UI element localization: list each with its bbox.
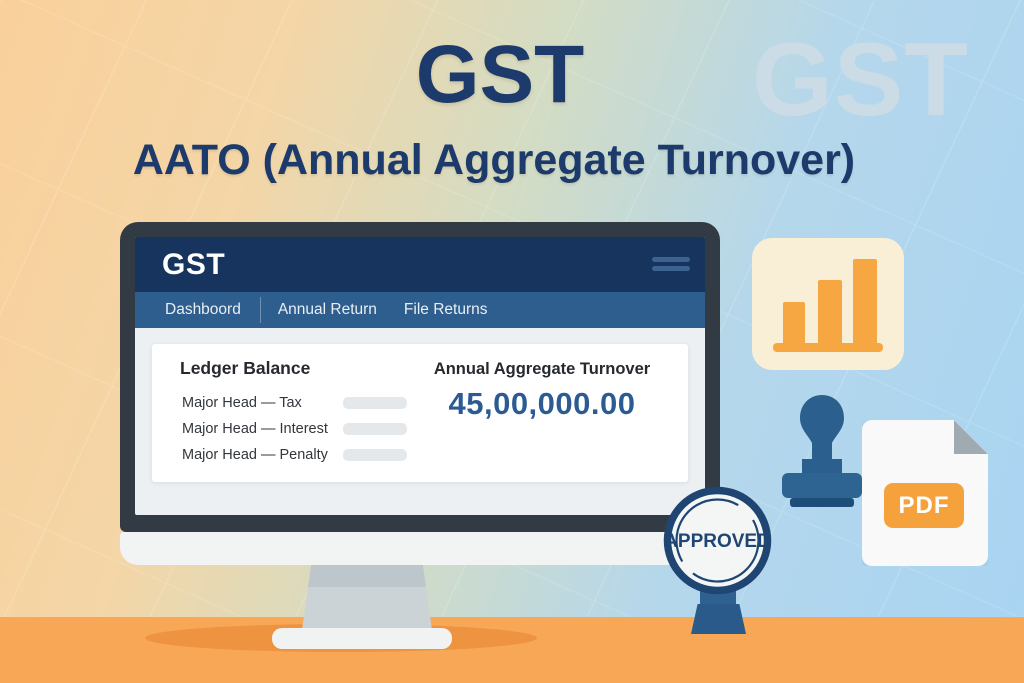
nav-item-file-returns[interactable]: File Returns bbox=[403, 301, 488, 318]
ledger-balance-title: Ledger Balance bbox=[180, 358, 311, 378]
hamburger-bar bbox=[652, 266, 690, 271]
ledger-value-placeholder bbox=[343, 423, 407, 435]
page-subtitle: AATO (Annual Aggregate Turnover) bbox=[132, 136, 856, 184]
ledger-value-placeholder bbox=[343, 397, 407, 409]
hamburger-bar bbox=[652, 257, 690, 262]
ledger-row-penalty-label: Major Head — Penalty bbox=[182, 447, 328, 463]
monitor-stand-neck-shade bbox=[302, 565, 432, 587]
approved-seal-outer-ring bbox=[663, 486, 772, 595]
approved-seal-label: APPROVED bbox=[664, 531, 771, 552]
chart-bar-small bbox=[783, 302, 805, 343]
nav-divider bbox=[259, 297, 261, 323]
page-title: GST bbox=[415, 29, 585, 120]
ledger-row-interest-label: Major Head — Interest bbox=[182, 421, 328, 437]
app-nav-bar: Dashboord Annual Return File Returns bbox=[135, 292, 705, 328]
stamp-base bbox=[782, 473, 862, 498]
chart-bar-tall bbox=[853, 259, 877, 343]
approved-seal-foot bbox=[691, 604, 746, 634]
pdf-file-icon: PDF bbox=[862, 420, 988, 566]
monitor-stand-neck bbox=[302, 565, 432, 630]
pdf-folded-corner bbox=[954, 420, 988, 454]
rubber-stamp-icon bbox=[782, 395, 862, 507]
nav-item-dashboard[interactable]: Dashboord bbox=[165, 301, 241, 318]
aato-block: Annual Aggregate Turnover 45,00,000.00 bbox=[402, 360, 682, 422]
floor bbox=[0, 617, 1024, 683]
dashboard-card: Ledger Balance Major Head — Tax Major He… bbox=[152, 344, 688, 482]
monitor-chin bbox=[120, 532, 720, 565]
pdf-badge: PDF bbox=[884, 483, 964, 528]
bar-chart-icon bbox=[752, 238, 904, 370]
pdf-badge-label: PDF bbox=[898, 491, 950, 519]
monitor-screen: GST Dashboord Annual Return File Returns… bbox=[135, 237, 705, 515]
hamburger-menu-icon[interactable] bbox=[652, 257, 690, 272]
monitor-stand-base bbox=[272, 628, 452, 649]
stamp-handle bbox=[800, 395, 844, 461]
nav-item-annual-return[interactable]: Annual Return bbox=[277, 301, 377, 318]
chart-bar-medium bbox=[818, 280, 842, 343]
gst-watermark-text: GST bbox=[752, 22, 969, 138]
aato-value: 45,00,000.00 bbox=[448, 386, 636, 421]
ledger-value-placeholder bbox=[343, 449, 407, 461]
app-brand-logo: GST bbox=[162, 247, 226, 281]
stamp-collar bbox=[802, 459, 842, 473]
aato-label: Annual Aggregate Turnover bbox=[433, 360, 651, 378]
approved-seal: APPROVED bbox=[663, 486, 772, 595]
stamp-pad bbox=[790, 498, 854, 507]
ledger-row-tax-label: Major Head — Tax bbox=[182, 395, 302, 411]
app-header: GST bbox=[135, 237, 705, 292]
chart-baseline bbox=[773, 343, 883, 352]
